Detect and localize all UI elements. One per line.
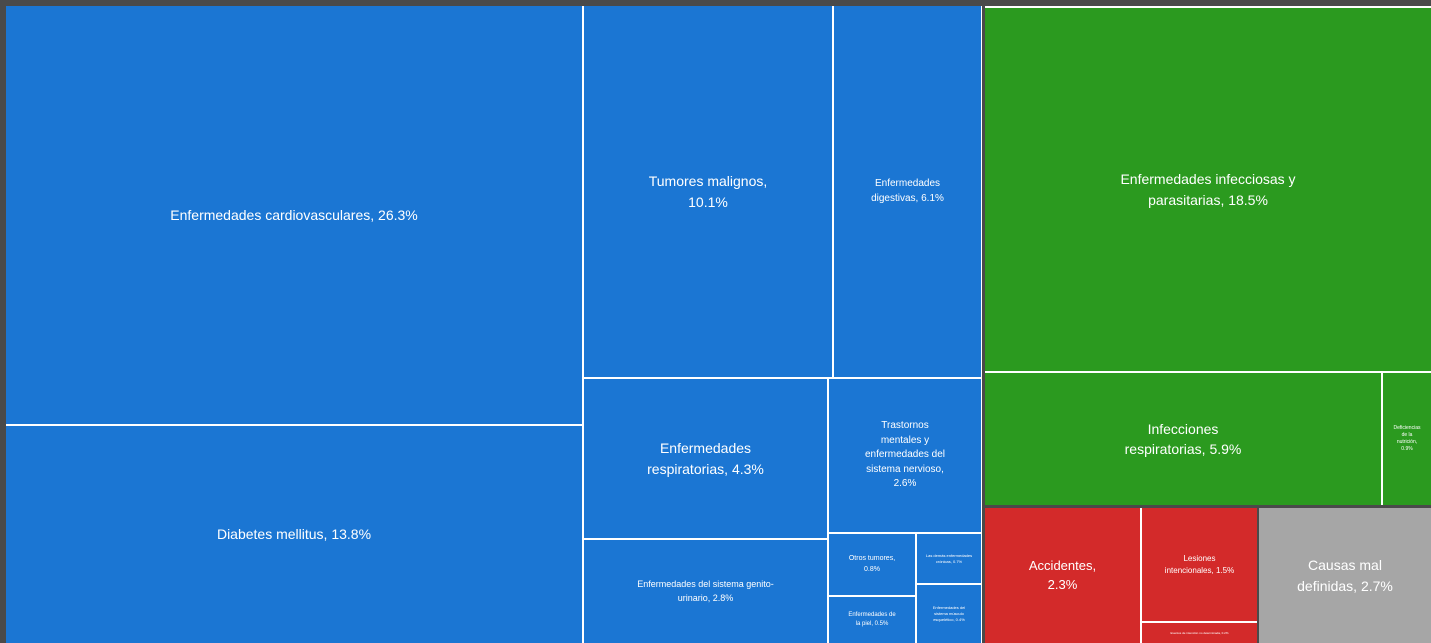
tile-label: Tumores malignos, 10.1% [648, 173, 768, 210]
tile: Causas mal definidas, 2.7% [1259, 508, 1431, 643]
tile-label: Enfermedades de la piel, 0.5% [848, 612, 896, 627]
tile: Enfermedades cardiovasculares, 26.3% [6, 6, 582, 424]
group-separator [982, 505, 1431, 508]
tile: Enfermedades del sistema músculo esquelé… [917, 585, 981, 643]
tile-label: Enfermedades del sistema genito-urinario… [637, 579, 774, 603]
tile-label: Lesiones intencionales, 1.5% [1164, 553, 1235, 575]
tile-label: Enfermedades respiratorias, 4.3% [647, 440, 764, 477]
tile-label: Deficiencias de la nutrición, 0.9% [1393, 424, 1421, 453]
tile: Trastornos mentales y enfermedades del s… [829, 379, 981, 532]
tile: Lesiones intencionales, 1.5% [1142, 508, 1257, 621]
tile: Deficiencias de la nutrición, 0.9% [1383, 373, 1431, 505]
tile-label: Enfermedades cardiovasculares, 26.3% [170, 206, 418, 223]
tile: Enfermedades del sistema genito-urinario… [584, 540, 827, 643]
tile: Infecciones respiratorias, 5.9% [985, 373, 1381, 505]
tile-label: Las demás enfermedades crónicas, 0.7% [925, 552, 973, 564]
tile-label: Trastornos mentales y enfermedades del s… [864, 420, 946, 490]
tile-label: Accidentes, 2.3% [1028, 557, 1097, 592]
tile: Accidentes, 2.3% [985, 508, 1140, 643]
tile: Diabetes mellitus, 13.8% [6, 426, 582, 643]
tile: Tumores malignos, 10.1% [584, 6, 832, 377]
group-separator [982, 6, 985, 643]
tile: Enfermedades infecciosas y parasitarias,… [985, 8, 1431, 371]
tile-label: Enfermedades del sistema músculo esquelé… [932, 605, 966, 622]
tile: Enfermedades digestivas, 6.1% [834, 6, 981, 377]
tile: Enfermedades de la piel, 0.5% [829, 597, 915, 643]
group-separator [1257, 505, 1259, 643]
tile: Enfermedades respiratorias, 4.3% [584, 379, 827, 538]
tile: Eventos de intención no determinada, 0.2… [1142, 623, 1257, 643]
tile-label: Infecciones respiratorias, 5.9% [1124, 420, 1242, 457]
tile-label: Causas mal definidas, 2.7% [1297, 557, 1393, 594]
tile-label: Eventos de intención no determinada, 0.2… [1170, 630, 1229, 635]
tile-label: Enfermedades digestivas, 6.1% [871, 178, 944, 204]
tile-label: Otros tumores, 0.8% [848, 555, 896, 573]
tile: Las demás enfermedades crónicas, 0.7% [917, 534, 981, 583]
tile: Otros tumores, 0.8% [829, 534, 915, 595]
tile-label: Diabetes mellitus, 13.8% [216, 526, 372, 543]
tile-label: Enfermedades infecciosas y parasitarias,… [1120, 171, 1296, 208]
